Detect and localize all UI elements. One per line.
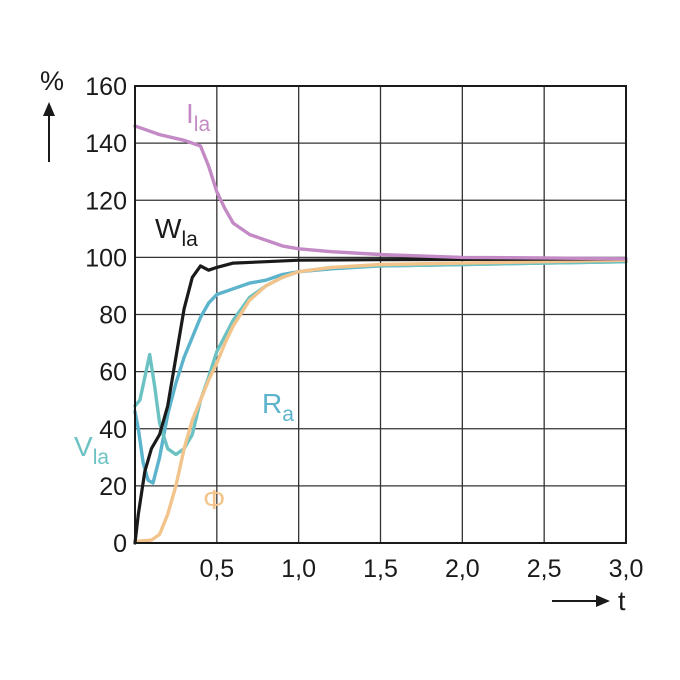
x-axis-arrow-icon bbox=[552, 595, 610, 607]
y-tick-label: 20 bbox=[99, 473, 127, 501]
series-label-main: V bbox=[74, 431, 93, 462]
x-axis-label: t bbox=[618, 586, 626, 616]
y-tick-label: 160 bbox=[85, 73, 127, 101]
y-tick-label: 120 bbox=[85, 187, 127, 215]
y-tick-label: 140 bbox=[85, 130, 127, 158]
y-tick-label: 0 bbox=[113, 530, 127, 558]
series-label-main: Φ bbox=[203, 484, 225, 515]
series-line-wla bbox=[133, 257, 628, 545]
series-label-ra: Ra bbox=[262, 388, 294, 426]
series-label-ila: Ila bbox=[186, 98, 210, 136]
series-line-ila bbox=[133, 124, 628, 261]
x-tick-label: 2,0 bbox=[445, 555, 480, 583]
series-label-sub: a bbox=[282, 403, 294, 426]
series-label-wla: Wla bbox=[155, 213, 198, 251]
y-tick-label: 100 bbox=[85, 244, 127, 272]
x-tick-labels: 0,5 1,0 1,5 2,0 2,5 3,0 bbox=[199, 555, 643, 583]
y-tick-labels: 0 20 40 60 80 100 120 140 160 bbox=[85, 73, 127, 558]
series-label-sub: la bbox=[181, 228, 198, 251]
x-tick-label: 1,5 bbox=[363, 555, 398, 583]
x-tick-label: 2,5 bbox=[527, 555, 562, 583]
plot-frame bbox=[134, 85, 627, 544]
series-label-main: I bbox=[186, 98, 194, 129]
y-tick-label: 60 bbox=[99, 359, 127, 387]
series-label-sub: la bbox=[93, 446, 110, 469]
y-axis-label: % bbox=[40, 66, 64, 96]
y-tick-label: 40 bbox=[99, 416, 127, 444]
grid-lines bbox=[135, 85, 627, 544]
series-label-sub: la bbox=[194, 113, 211, 136]
series-label-vla: Vla bbox=[74, 431, 109, 469]
series-line- bbox=[133, 258, 628, 544]
x-tick-label: 3,0 bbox=[609, 555, 644, 583]
x-tick-label: 1,0 bbox=[281, 555, 316, 583]
x-tick-label: 0,5 bbox=[199, 555, 234, 583]
y-axis-arrow-icon bbox=[43, 102, 55, 162]
series-label-main: R bbox=[262, 388, 282, 419]
series-label-main: W bbox=[155, 213, 182, 244]
series-label-phi: Φ bbox=[203, 484, 225, 515]
series-lines bbox=[133, 124, 628, 545]
y-tick-label: 80 bbox=[99, 302, 127, 330]
